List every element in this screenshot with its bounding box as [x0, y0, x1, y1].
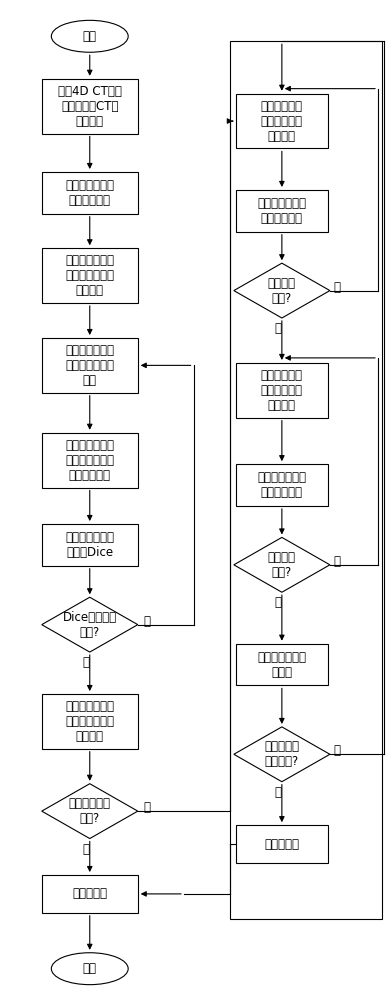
- Polygon shape: [42, 597, 138, 652]
- Text: 计算每个相位的
剂量贡献矩阵: 计算每个相位的 剂量贡献矩阵: [65, 179, 114, 207]
- FancyBboxPatch shape: [42, 248, 138, 303]
- FancyBboxPatch shape: [42, 172, 138, 214]
- Text: 是: 是: [82, 843, 89, 856]
- Text: 是: 是: [274, 786, 281, 799]
- Text: 否: 否: [144, 801, 151, 814]
- Polygon shape: [234, 263, 330, 318]
- FancyBboxPatch shape: [236, 363, 328, 418]
- Text: 子野权重优化
计算导数、梯
度、步长: 子野权重优化 计算导数、梯 度、步长: [261, 100, 303, 143]
- FancyBboxPatch shape: [236, 464, 328, 506]
- Text: 子野形状优化
计算导数、梯
度、步长: 子野形状优化 计算导数、梯 度、步长: [261, 369, 303, 412]
- Text: 生成新计划: 生成新计划: [264, 838, 300, 851]
- FancyBboxPatch shape: [42, 338, 138, 393]
- Text: 是: 是: [274, 322, 281, 335]
- FancyBboxPatch shape: [236, 644, 328, 685]
- Polygon shape: [234, 537, 330, 592]
- Text: 将原始勾画数据
根据形变场计算
新的勾画数据: 将原始勾画数据 根据形变场计算 新的勾画数据: [65, 439, 114, 482]
- FancyBboxPatch shape: [42, 694, 138, 749]
- Text: 否: 否: [334, 555, 341, 568]
- FancyBboxPatch shape: [236, 94, 328, 148]
- Ellipse shape: [51, 20, 128, 52]
- Text: 达到迭代
次数?: 达到迭代 次数?: [268, 277, 296, 305]
- Text: 利用4D CT得到
每个相位的CT和
时间关系: 利用4D CT得到 每个相位的CT和 时间关系: [58, 85, 122, 128]
- Text: 计算勾画数据的
相似度Dice: 计算勾画数据的 相似度Dice: [65, 531, 114, 559]
- Polygon shape: [42, 784, 138, 839]
- Ellipse shape: [51, 953, 128, 985]
- Text: 删除不满足条件
的子野: 删除不满足条件 的子野: [257, 651, 307, 679]
- Text: 目标函数值
小于阈值?: 目标函数值 小于阈值?: [264, 740, 300, 768]
- Text: 将当前影像与原
始影像进行形变
配准: 将当前影像与原 始影像进行形变 配准: [65, 344, 114, 387]
- Text: 结束: 结束: [83, 962, 97, 975]
- Text: 开始: 开始: [83, 30, 97, 43]
- Text: 拟牛顿法求解目
标函数最小值: 拟牛顿法求解目 标函数最小值: [257, 471, 307, 499]
- Text: 否: 否: [334, 281, 341, 294]
- FancyBboxPatch shape: [42, 79, 138, 134]
- Text: 否: 否: [144, 615, 151, 628]
- FancyBboxPatch shape: [42, 875, 138, 913]
- FancyBboxPatch shape: [236, 190, 328, 232]
- FancyBboxPatch shape: [236, 825, 328, 863]
- FancyBboxPatch shape: [42, 433, 138, 488]
- Text: 否: 否: [334, 744, 341, 757]
- Text: 剂量偏差小于
阈值?: 剂量偏差小于 阈值?: [69, 797, 111, 825]
- Text: 达到迭代
次数?: 达到迭代 次数?: [268, 551, 296, 579]
- FancyBboxPatch shape: [42, 524, 138, 566]
- Text: 保留原计划: 保留原计划: [72, 887, 107, 900]
- Text: 拟牛顿法求解目
标函数最小值: 拟牛顿法求解目 标函数最小值: [257, 197, 307, 225]
- Text: 计算当前实际照
射剂量与计划剂
量的偏差: 计算当前实际照 射剂量与计划剂 量的偏差: [65, 700, 114, 743]
- Polygon shape: [234, 727, 330, 782]
- Text: 是: 是: [274, 596, 281, 609]
- Text: 是: 是: [82, 656, 89, 669]
- Text: 建立动态模型计
算每个器官采样
点的剂量: 建立动态模型计 算每个器官采样 点的剂量: [65, 254, 114, 297]
- Text: Dice是否大于
阈值?: Dice是否大于 阈值?: [63, 611, 117, 639]
